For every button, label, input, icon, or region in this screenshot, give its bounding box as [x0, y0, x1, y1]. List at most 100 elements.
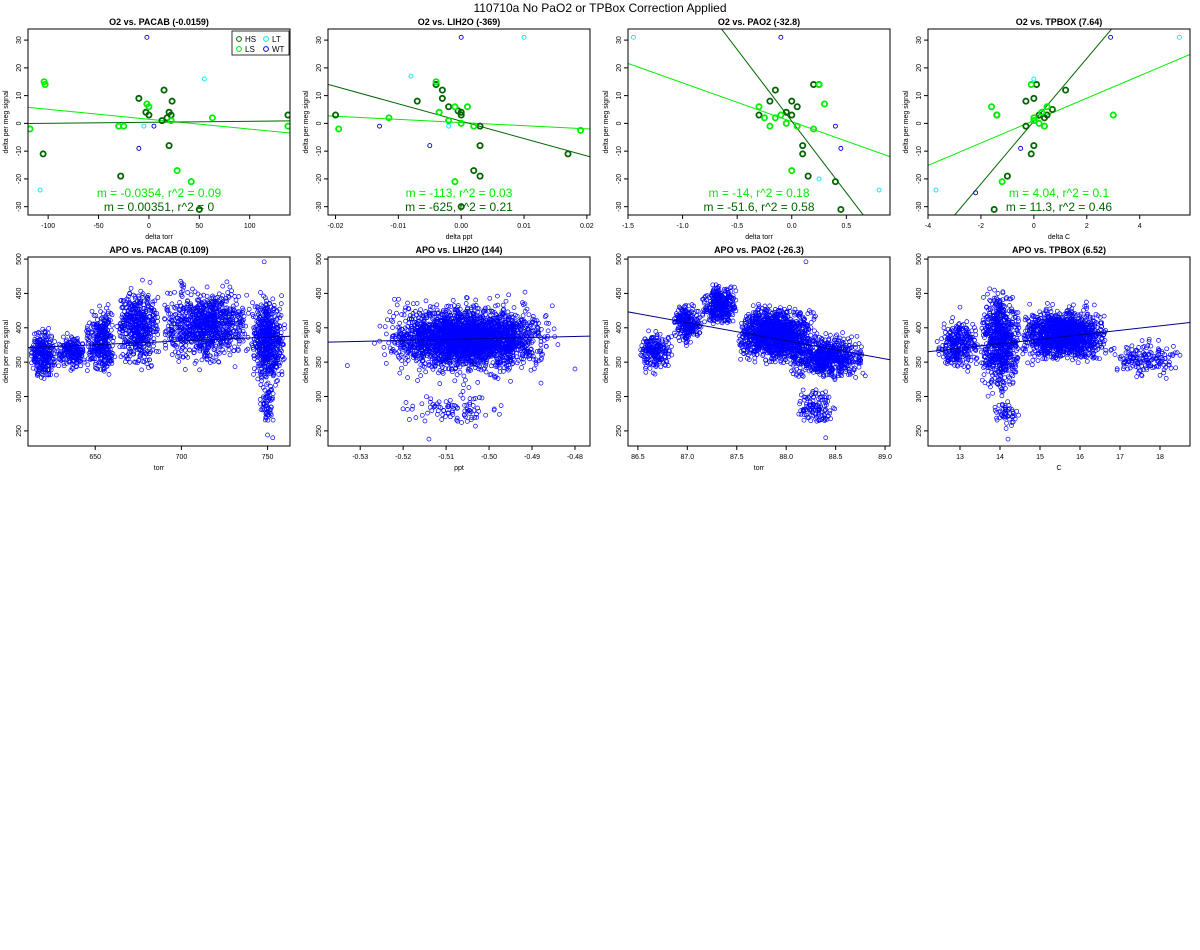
data-point-hs	[454, 107, 462, 115]
data-point	[155, 315, 160, 320]
data-point	[252, 324, 258, 330]
data-point	[102, 366, 107, 372]
data-point	[421, 318, 427, 324]
data-point-hs	[788, 111, 796, 119]
data-point	[510, 315, 516, 320]
data-point	[163, 345, 168, 351]
data-point	[266, 344, 272, 350]
data-point	[100, 330, 106, 336]
data-point	[48, 367, 54, 373]
legend-marker-ls	[236, 46, 242, 52]
data-point	[264, 323, 270, 329]
data-point-wt	[427, 143, 433, 149]
data-point	[205, 343, 210, 349]
data-point-hs	[1062, 86, 1070, 94]
x-tick-label: 0.0	[787, 223, 797, 230]
data-point-hs	[1022, 97, 1030, 105]
y-tick-label: 10	[916, 92, 923, 100]
data-point	[135, 339, 141, 344]
data-point	[35, 335, 41, 341]
data-point	[34, 372, 40, 377]
data-point-ls	[167, 117, 175, 125]
data-point	[493, 303, 498, 309]
data-point	[270, 326, 276, 332]
chart-panel-6: APO vs. LIH2O (144)-0.53 -0.52 -0.51 -0.50-…	[303, 245, 591, 472]
data-point	[257, 314, 262, 320]
data-point	[263, 310, 269, 316]
data-point	[423, 369, 429, 375]
data-point	[85, 362, 91, 368]
data-point	[232, 344, 237, 350]
data-point-wt	[377, 123, 382, 129]
data-point	[221, 309, 227, 314]
data-point	[126, 349, 132, 355]
data-point	[146, 365, 151, 371]
x-axis-label: delta torr	[745, 234, 773, 241]
data-point	[229, 288, 234, 294]
data-point-ls	[451, 178, 459, 186]
data-point-ls	[457, 119, 465, 127]
x-tick-label: 650	[89, 454, 101, 461]
data-point	[192, 347, 197, 353]
data-point	[46, 339, 52, 345]
data-point	[109, 312, 115, 318]
data-point	[266, 309, 272, 315]
data-point	[403, 318, 408, 324]
data-point-ls	[766, 122, 774, 130]
data-point	[194, 297, 200, 303]
data-point	[278, 301, 284, 306]
data-point	[71, 357, 76, 363]
data-point	[141, 327, 146, 333]
data-point	[191, 312, 197, 317]
data-point	[98, 344, 104, 350]
data-point	[534, 318, 540, 324]
y-tick-label: 10	[616, 92, 623, 100]
x-tick-label: -0.51	[438, 454, 454, 461]
data-point	[68, 367, 74, 373]
data-point	[275, 339, 280, 344]
y-tick-label: 400	[16, 322, 23, 334]
data-point	[150, 329, 156, 335]
data-point	[107, 347, 113, 352]
data-point	[227, 311, 233, 317]
data-point	[261, 259, 267, 265]
data-point	[181, 315, 187, 321]
data-point	[40, 339, 45, 345]
data-point	[108, 333, 113, 339]
y-tick-label: 30	[916, 36, 923, 44]
data-point	[221, 324, 227, 330]
data-point	[269, 339, 275, 345]
data-point	[32, 331, 37, 337]
y-tick-label: -30	[616, 202, 623, 212]
y-tick-label: -10	[616, 146, 623, 156]
data-point	[215, 325, 220, 331]
data-point	[123, 338, 129, 344]
x-tick-label: 0.5	[841, 223, 851, 230]
data-point	[222, 310, 228, 316]
plot-area	[328, 289, 590, 442]
data-point-hs	[1048, 106, 1056, 114]
data-point	[233, 297, 239, 303]
data-point	[223, 295, 229, 301]
fit-annotation: m = 11.3, r^2 = 0.46	[1006, 200, 1112, 214]
data-point	[150, 317, 155, 323]
data-point	[243, 348, 249, 353]
data-point	[106, 309, 111, 315]
y-tick-label: -20	[316, 174, 323, 184]
data-point	[136, 311, 141, 316]
data-point	[270, 329, 276, 335]
data-point	[513, 312, 518, 318]
x-axis-label: delta C	[1048, 234, 1070, 241]
data-point	[227, 306, 233, 312]
data-point-hs	[782, 108, 790, 116]
data-point	[274, 379, 279, 384]
data-point	[265, 357, 271, 363]
x-tick-label: 0.00	[454, 223, 468, 230]
data-point	[213, 354, 219, 360]
data-point-hs	[1022, 122, 1030, 130]
data-point	[223, 333, 229, 339]
data-point	[258, 331, 264, 337]
data-point-hs	[564, 150, 572, 158]
data-point	[204, 284, 210, 290]
data-point	[270, 366, 276, 372]
